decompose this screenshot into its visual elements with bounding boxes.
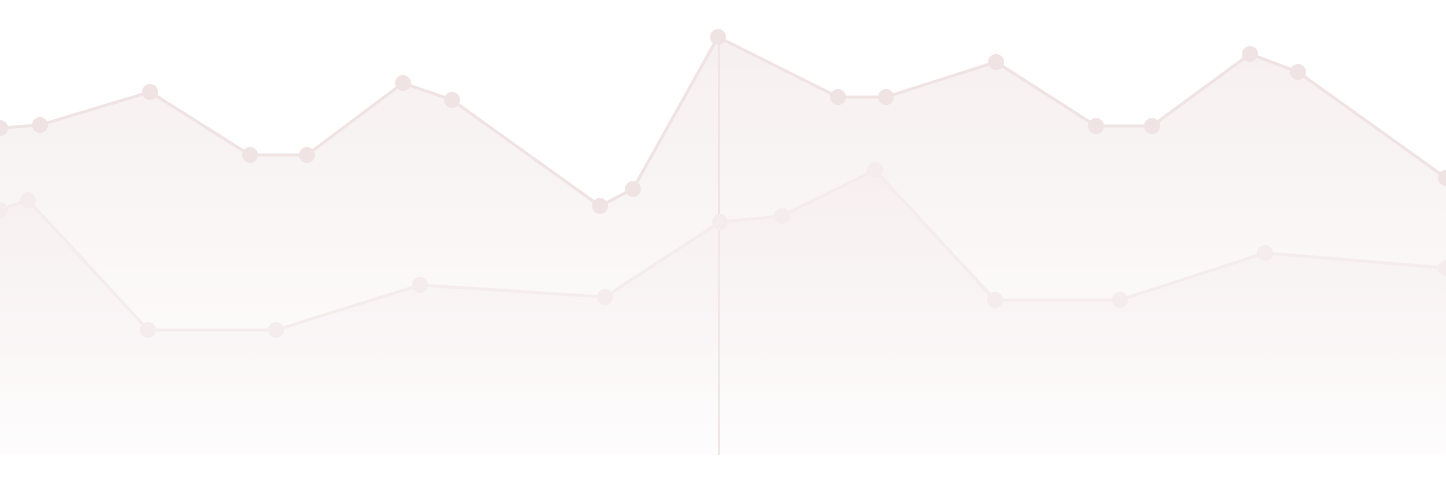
- data-point: [1112, 292, 1128, 308]
- area-line: [0, 35, 1446, 208]
- data-point: [1088, 118, 1104, 134]
- data-point: [242, 147, 258, 163]
- data-point: [987, 292, 1003, 308]
- data-point: [597, 289, 613, 305]
- data-point: [1438, 260, 1446, 276]
- data-point: [830, 89, 846, 105]
- data-point: [625, 181, 641, 197]
- data-point: [1144, 118, 1160, 134]
- data-point: [774, 208, 790, 224]
- data-point: [299, 147, 315, 163]
- data-point: [395, 75, 411, 91]
- data-point: [1290, 64, 1306, 80]
- data-point: [878, 89, 894, 105]
- data-point: [1257, 245, 1273, 261]
- data-point: [710, 29, 726, 45]
- data-point: [140, 322, 156, 338]
- data-point: [32, 117, 48, 133]
- data-point: [0, 120, 8, 136]
- data-point: [20, 192, 36, 208]
- data-point: [1438, 170, 1446, 186]
- data-point: [142, 84, 158, 100]
- data-point: [712, 214, 728, 230]
- data-point: [867, 162, 883, 178]
- data-point: [268, 322, 284, 338]
- data-point: [592, 198, 608, 214]
- area-fill: [0, 170, 1446, 455]
- data-point: [0, 202, 8, 218]
- data-point: [444, 92, 460, 108]
- data-point: [988, 54, 1004, 70]
- data-point: [412, 277, 428, 293]
- data-point: [1242, 46, 1258, 62]
